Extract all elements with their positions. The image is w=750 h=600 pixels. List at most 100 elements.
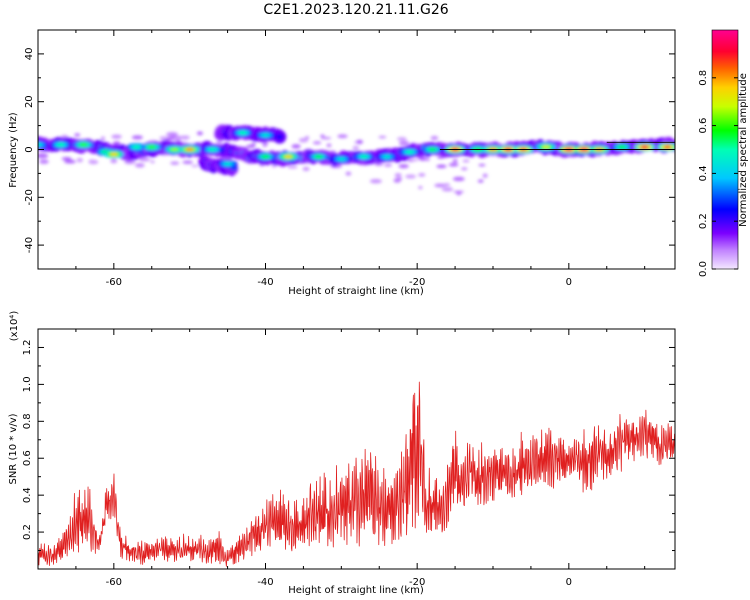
spectrogram-haze (452, 176, 465, 182)
x-tick-label: 0 (566, 577, 572, 588)
spectrogram-peak (38, 142, 42, 147)
spectrogram-peak (170, 147, 179, 152)
spectrogram-haze (418, 173, 426, 177)
spectrogram-haze (298, 137, 309, 143)
spectrogram-haze (345, 171, 352, 176)
spectrogram-haze (418, 186, 423, 190)
spectrogram-x-label: Height of straight line (km) (288, 286, 424, 297)
colorbar-gradient (712, 30, 738, 269)
spectrogram-haze (74, 133, 81, 137)
x-tick-label: -60 (106, 277, 122, 288)
spectrogram-peak (663, 145, 672, 149)
spectrogram-peak (428, 147, 437, 152)
spectrogram-haze (64, 159, 76, 164)
spectrogram-y-label: Frequency (Hz) (8, 112, 19, 188)
spectrogram-haze (271, 165, 277, 168)
spectrogram-haze (111, 134, 122, 139)
spectrogram-peak (261, 154, 270, 159)
spectrogram-haze (262, 142, 269, 145)
spectrogram-peak (79, 142, 88, 147)
spectrogram-haze (174, 137, 181, 142)
spectrogram-haze (287, 166, 298, 169)
snr-y-axis: 0.2 0.4 0.6 0.8 1.0 1.2 (22, 328, 675, 552)
spectrogram-peak (238, 130, 247, 135)
spectrogram-cell (276, 134, 284, 140)
spectrogram-haze (131, 135, 143, 140)
spectrogram-haze (356, 139, 363, 145)
x-tick-label: -40 (257, 277, 273, 288)
colorbar-tick-label: 0.4 (698, 165, 709, 181)
spectrogram-haze (434, 183, 446, 188)
x-tick-label: 0 (566, 277, 572, 288)
y-tick-label: -40 (24, 237, 35, 253)
spectrogram-haze (369, 179, 382, 184)
spectrogram-haze (436, 164, 447, 169)
spectrogram-peak (147, 145, 156, 149)
spectrogram-peak (284, 154, 293, 159)
spectrogram-peak (185, 147, 194, 152)
y-tick-label: 20 (24, 95, 35, 108)
y-tick-label: 0.2 (22, 524, 33, 540)
y-tick-label: 1.2 (22, 340, 33, 356)
spectrogram-haze (460, 167, 468, 171)
colorbar-tick-label: 0.6 (698, 118, 709, 134)
spectrogram-blobs (38, 124, 675, 196)
spectrogram-haze (312, 141, 322, 145)
spectrogram-haze (224, 157, 233, 161)
spectrogram-haze (320, 134, 325, 138)
y-tick-label: 0.8 (22, 413, 33, 429)
spectrogram-haze (139, 158, 151, 162)
spectrogram-peak (337, 157, 346, 161)
spectrogram-haze (159, 136, 168, 140)
spectrogram-peak (360, 154, 369, 159)
spectrogram-haze (134, 163, 145, 168)
snr-x-label: Height of straight line (km) (288, 585, 424, 596)
snr-y-label: SNR (10 * v/v) (8, 413, 19, 484)
y-tick-label: 0 (24, 146, 35, 152)
spectrogram-haze (196, 131, 203, 136)
colorbar-tick-label: 0.8 (698, 70, 709, 86)
y-tick-label: 0.6 (22, 450, 33, 466)
spectrogram-haze (216, 140, 222, 145)
spectrogram-haze (398, 164, 409, 169)
spectrogram-haze (441, 187, 454, 192)
spectrogram-y-axis: -40 -20 0 20 40 (24, 29, 675, 270)
spectrogram-haze (448, 162, 459, 167)
spectrogram-haze (246, 144, 255, 149)
spectrogram-haze (352, 145, 360, 151)
spectrogram-peak (56, 142, 65, 147)
spectrogram-haze (170, 161, 180, 165)
spectrogram-haze (110, 158, 118, 164)
x-tick-label: -20 (409, 277, 425, 288)
spectrogram-peak (208, 147, 217, 152)
spectrogram-haze (38, 153, 49, 159)
colorbar-label: Normalized spectral amplitude (738, 73, 749, 227)
spectrogram-panel: -60 -40 -20 0 -40 -20 0 20 40 Height of straigh… (8, 29, 676, 297)
spectrogram-haze (394, 173, 402, 178)
spectrogram-haze (326, 143, 332, 148)
spectrogram-haze (462, 159, 470, 163)
colorbar-tick-label: 0.0 (698, 261, 709, 277)
spectrogram-haze (76, 157, 83, 163)
spectrogram-peak (382, 154, 391, 159)
spectrogram-haze (412, 158, 419, 162)
x-tick-label: -40 (257, 577, 273, 588)
x-tick-label: -20 (409, 577, 425, 588)
spectrogram-image (38, 124, 675, 196)
spectrogram-haze (39, 159, 49, 164)
spectrogram-haze (180, 135, 190, 140)
y-tick-label: -20 (24, 189, 35, 205)
spectrogram-haze (320, 136, 332, 140)
spectrogram-peak (640, 145, 649, 149)
colorbar: 0.0 0.2 0.4 0.6 0.8 Normalized spectral ampl… (698, 29, 749, 277)
spectrogram-haze (453, 190, 465, 193)
spectrogram-haze (88, 159, 96, 163)
spectrogram-haze (182, 160, 193, 165)
figure-title: C2E1.2023.120.21.11.G26 (263, 2, 448, 18)
spectrogram-haze (378, 135, 387, 139)
spectrogram-haze (337, 134, 348, 139)
spectrogram-haze (393, 178, 401, 183)
spectrogram-haze (396, 137, 407, 141)
spectrogram-haze (302, 166, 310, 171)
